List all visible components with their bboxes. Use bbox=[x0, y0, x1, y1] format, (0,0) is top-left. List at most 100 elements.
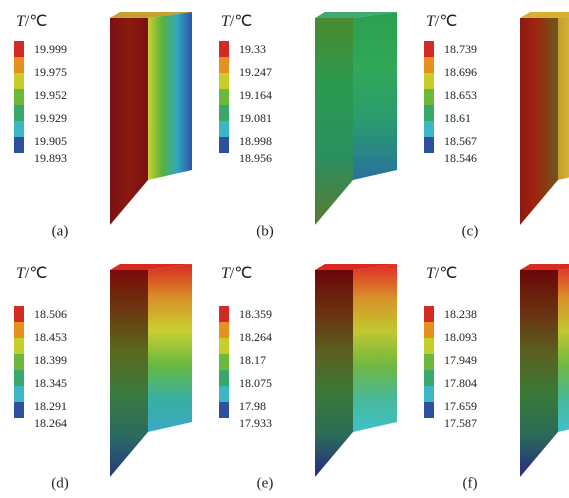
legend-label: 18.093 bbox=[444, 330, 477, 344]
legend-label: 18.345 bbox=[34, 376, 67, 390]
color-swatch bbox=[14, 322, 24, 338]
color-swatch bbox=[219, 338, 229, 354]
color-swatch bbox=[424, 105, 434, 121]
legend-label: 19.164 bbox=[239, 88, 272, 102]
legend-label: 19.975 bbox=[34, 65, 67, 79]
legend-label: 18.453 bbox=[34, 330, 67, 344]
legend-label: 18.546 bbox=[444, 151, 477, 165]
variable-label: T/℃ bbox=[221, 265, 252, 282]
variable-label: T/℃ bbox=[426, 265, 457, 282]
caption: (e) bbox=[257, 475, 274, 491]
legend-label: 18.739 bbox=[444, 42, 477, 56]
color-swatch bbox=[424, 41, 434, 57]
legend-label: 18.956 bbox=[239, 151, 272, 165]
color-swatch bbox=[424, 338, 434, 354]
color-swatch bbox=[219, 105, 229, 121]
unit: /℃ bbox=[435, 13, 457, 30]
legend-label: 19.999 bbox=[34, 42, 67, 56]
color-swatch bbox=[14, 386, 24, 402]
variable: T bbox=[221, 13, 231, 30]
legend-label: 19.247 bbox=[239, 65, 272, 79]
color-swatch bbox=[424, 89, 434, 105]
color-swatch bbox=[14, 89, 24, 105]
color-swatch bbox=[14, 354, 24, 370]
legend-label: 18.264 bbox=[239, 330, 272, 344]
color-swatch bbox=[219, 402, 229, 418]
block-left-face bbox=[315, 18, 353, 225]
unit: /℃ bbox=[230, 13, 252, 30]
color-swatch bbox=[14, 306, 24, 322]
block-left-face bbox=[110, 270, 148, 477]
unit: /℃ bbox=[25, 13, 47, 30]
legend-label: 17.98 bbox=[239, 399, 266, 413]
block-right-face bbox=[353, 12, 397, 180]
block-top bbox=[520, 264, 569, 270]
block-left-face bbox=[520, 270, 558, 477]
color-swatch bbox=[424, 73, 434, 89]
legend-label: 18.567 bbox=[444, 134, 477, 148]
unit: /℃ bbox=[25, 265, 47, 282]
color-swatch bbox=[14, 105, 24, 121]
block-right-face bbox=[148, 12, 192, 180]
color-swatch bbox=[219, 370, 229, 386]
color-swatch bbox=[219, 89, 229, 105]
legend-label: 18.696 bbox=[444, 65, 477, 79]
legend-label: 18.238 bbox=[444, 307, 477, 321]
unit: /℃ bbox=[230, 265, 252, 282]
color-swatch bbox=[424, 370, 434, 386]
legend-label: 19.33 bbox=[239, 42, 266, 56]
color-swatch bbox=[424, 386, 434, 402]
caption: (d) bbox=[51, 475, 69, 491]
legend-label: 18.359 bbox=[239, 307, 272, 321]
color-swatch bbox=[424, 306, 434, 322]
legend-label: 18.653 bbox=[444, 88, 477, 102]
block-top bbox=[315, 264, 397, 270]
caption: (a) bbox=[52, 223, 69, 239]
color-swatch bbox=[424, 121, 434, 137]
legend-label: 18.075 bbox=[239, 376, 272, 390]
color-swatch bbox=[219, 57, 229, 73]
block-top bbox=[110, 264, 192, 270]
legend-label: 17.933 bbox=[239, 416, 272, 430]
legend-label: 18.506 bbox=[34, 307, 67, 321]
variable: T bbox=[16, 265, 26, 282]
block-top bbox=[520, 12, 569, 18]
legend-label: 19.952 bbox=[34, 88, 67, 102]
legend-label: 17.804 bbox=[444, 376, 477, 390]
variable-label: T/℃ bbox=[16, 265, 47, 282]
color-swatch bbox=[14, 137, 24, 153]
legend-label: 19.929 bbox=[34, 111, 67, 125]
legend-label: 17.659 bbox=[444, 399, 477, 413]
block-top bbox=[110, 12, 192, 18]
color-swatch bbox=[219, 137, 229, 153]
color-swatch bbox=[219, 306, 229, 322]
legend-label: 18.264 bbox=[34, 416, 67, 430]
caption: (f) bbox=[463, 475, 478, 491]
variable-label: T/℃ bbox=[426, 13, 457, 30]
block-right-face bbox=[558, 16, 569, 180]
color-swatch bbox=[219, 121, 229, 137]
block-right-face bbox=[558, 268, 569, 432]
legend-label: 18.399 bbox=[34, 353, 67, 367]
block-left-face bbox=[110, 18, 148, 225]
variable-label: T/℃ bbox=[221, 13, 252, 30]
color-swatch bbox=[14, 41, 24, 57]
block-right-face bbox=[353, 264, 397, 432]
legend-label: 17.949 bbox=[444, 353, 477, 367]
legend-label: 19.081 bbox=[239, 111, 272, 125]
color-swatch bbox=[14, 338, 24, 354]
color-swatch bbox=[219, 322, 229, 338]
variable: T bbox=[16, 13, 26, 30]
color-swatch bbox=[424, 402, 434, 418]
color-swatch bbox=[219, 73, 229, 89]
block-right-face bbox=[148, 264, 192, 432]
legend-label: 18.998 bbox=[239, 134, 272, 148]
variable: T bbox=[426, 265, 436, 282]
variable-label: T/℃ bbox=[16, 13, 47, 30]
unit: /℃ bbox=[435, 265, 457, 282]
legend-label: 18.17 bbox=[239, 353, 266, 367]
caption: (b) bbox=[256, 223, 274, 239]
caption: (c) bbox=[462, 223, 479, 239]
color-swatch bbox=[424, 137, 434, 153]
color-swatch bbox=[219, 41, 229, 57]
